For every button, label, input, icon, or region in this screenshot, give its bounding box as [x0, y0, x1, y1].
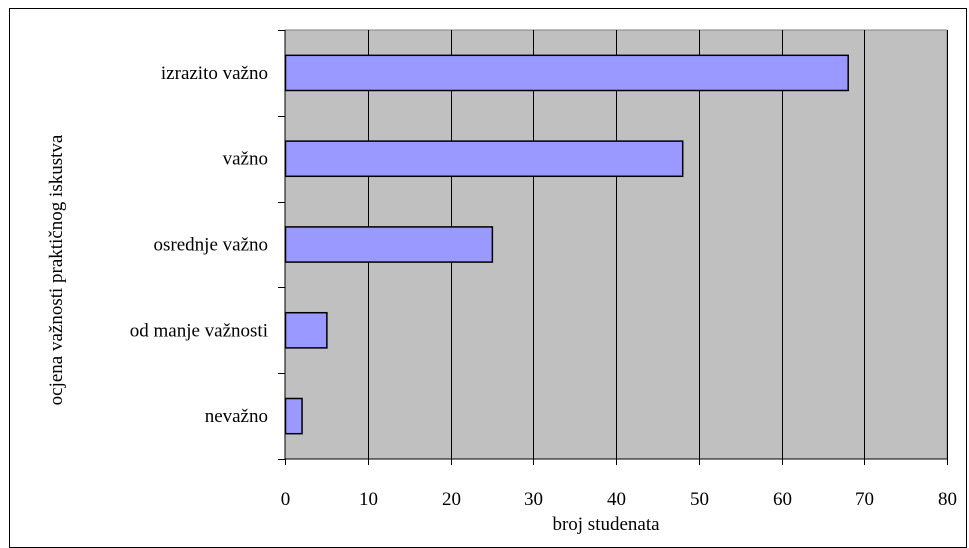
x-tick-label-10: 10	[359, 489, 378, 510]
x-tick-label-50: 50	[690, 489, 709, 510]
x-axis-title: broj studenata	[552, 514, 660, 535]
category-label-4: izrazito važno	[161, 63, 268, 84]
bar-0	[284, 397, 303, 435]
bar-chart: nevažno od manje važnosti osrednje važno va…	[46, 29, 957, 535]
bar-1	[284, 311, 328, 349]
x-tick-label-20: 20	[442, 489, 461, 510]
category-label-2: osrednje važno	[154, 235, 268, 256]
x-tick-label-0: 0	[281, 489, 291, 510]
x-tick-label-60: 60	[773, 489, 792, 510]
bar-4	[284, 54, 849, 92]
y-axis-title: ocjena važnosti praktičnog iskustva	[46, 134, 67, 405]
x-tick-label-70: 70	[855, 489, 874, 510]
category-label-1: od manje važnosti	[130, 320, 268, 341]
x-tick-label-30: 30	[524, 489, 543, 510]
category-label-0: nevažno	[205, 406, 268, 427]
category-label-3: važno	[223, 149, 268, 170]
x-tick-label-40: 40	[607, 489, 626, 510]
x-tick-label-80: 80	[938, 489, 957, 510]
bar-3	[284, 140, 684, 178]
bar-2	[284, 226, 494, 263]
axis-layer	[278, 30, 948, 465]
label-layer: nevažno od manje važnosti osrednje važno va…	[130, 63, 957, 510]
